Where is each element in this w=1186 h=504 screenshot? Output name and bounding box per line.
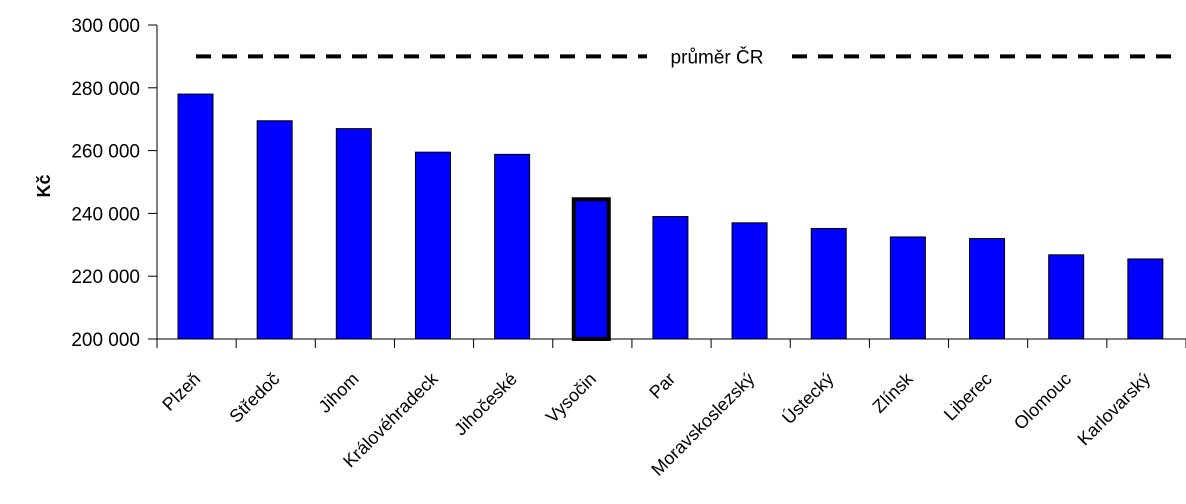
y-tick-label: 260 000 [71,142,140,163]
bars [177,93,1164,341]
x-tick-label: Jihom [315,369,363,417]
bar-8 [731,222,768,340]
bar-13 [1127,258,1164,340]
x-tick-label: Plzeň [158,369,204,415]
x-tick-label: Olomouc [1010,369,1075,434]
x-tick-label: Ústecký [777,368,837,428]
bar-7 [652,216,689,340]
y-tick-label: 200 000 [71,330,140,351]
reference-line-label: průměr ČR [671,46,764,68]
reference-line: průměr ČR [196,46,1180,68]
bar-2 [256,120,293,340]
x-tick-label: Liberec [940,369,996,425]
x-tick-label: Středoč [225,369,283,427]
y-tick-label: 280 000 [71,79,140,100]
y-tick-label: 240 000 [71,204,140,225]
bar-4 [414,151,451,340]
bar-5 [494,153,531,340]
bar-11 [969,238,1006,340]
bar-6 [571,197,611,341]
x-tick-label: Jihočeské [450,369,521,440]
x-tick-label: Karlovarský [1074,369,1155,450]
y-axis: 200 000 220 000 240 000 260 000 280 000 300 0… [71,16,158,351]
bar-10 [889,236,926,340]
bar-1 [177,93,214,340]
y-tick-label: 220 000 [71,267,140,288]
bar-3 [335,128,372,340]
y-axis-label: Kč [34,174,54,197]
y-tick-label: 300 000 [71,16,140,37]
bar-12 [1048,254,1085,340]
bar-9 [810,227,847,340]
x-tick-label: Par [645,369,679,403]
x-tick-label: Vysočin [542,369,600,427]
x-tick-label: Zlínsk [869,368,918,417]
